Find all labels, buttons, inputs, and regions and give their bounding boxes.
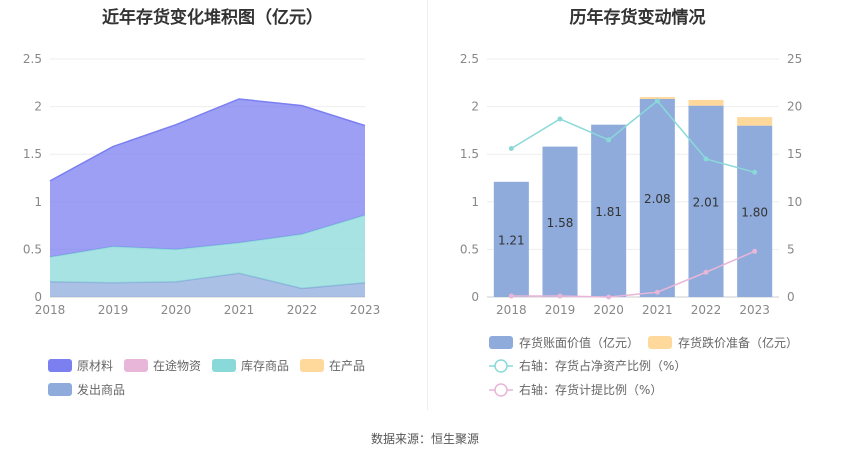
left-y-tick-label: 1	[34, 195, 42, 209]
bar-value-label: 2.01	[693, 195, 720, 209]
left-legend-swatch	[212, 359, 236, 372]
line-point	[654, 98, 660, 104]
line-point	[606, 294, 612, 300]
right-x-tick-label: 2019	[545, 303, 576, 317]
left-y-tick-label: 0.5	[23, 242, 42, 256]
line-point	[703, 269, 709, 275]
bar-value-label: 2.08	[644, 192, 671, 206]
left-legend-label: 原材料	[77, 359, 113, 373]
right-y-tick-label: 1.5	[460, 147, 479, 161]
right-x-tick-label: 2023	[739, 303, 770, 317]
left-legend-swatch	[48, 383, 72, 396]
provision-bar	[737, 117, 773, 126]
right-chart-title: 历年存货变动情况	[569, 8, 706, 28]
line-point	[606, 137, 612, 143]
left-x-tick-label: 2020	[161, 303, 192, 317]
right-x-tick-label: 2018	[496, 303, 527, 317]
provision-bar	[639, 97, 675, 99]
right-legend-label: 存货跌价准备（亿元）	[678, 335, 798, 350]
provision-bar	[688, 99, 724, 106]
right-legend-label: 右轴：存货占净资产比例（%）	[519, 358, 686, 373]
line-point	[752, 248, 758, 254]
left-chart-title: 近年存货变化堆积图（亿元）	[102, 8, 323, 28]
left-y-tick-label: 1.5	[23, 147, 42, 161]
area-edge-原材料	[49, 98, 366, 182]
left-legend-label: 库存商品	[241, 358, 289, 373]
line-point	[703, 156, 709, 162]
left-legend-label: 在产品	[329, 359, 365, 373]
line-point	[508, 145, 514, 151]
inventory-bar	[688, 105, 724, 297]
bar-value-label: 1.80	[741, 205, 768, 219]
right-legend-swatch	[489, 336, 513, 349]
right-y-tick-label: 0.5	[460, 242, 479, 256]
left-legend-swatch	[48, 359, 72, 372]
area-原材料	[50, 98, 365, 258]
right-y-tick-label: 0	[471, 290, 479, 304]
right-y-tick-label: 2	[471, 100, 479, 114]
right-x-tick-label: 2021	[642, 303, 673, 317]
right-x-tick-label: 2020	[593, 303, 624, 317]
left-legend-swatch	[300, 359, 324, 372]
left-x-tick-label: 2023	[350, 303, 381, 317]
area-发出商品	[50, 273, 365, 297]
bar-value-label: 1.58	[547, 216, 574, 230]
right-legend-marker	[494, 359, 508, 373]
inventory-bar	[639, 98, 675, 297]
bar-value-label: 1.21	[498, 233, 525, 247]
left-legend-label: 发出商品	[77, 382, 125, 397]
left-legend-label: 在途物资	[153, 358, 201, 373]
line-point	[654, 289, 660, 295]
right-y2-tick-label: 10	[787, 195, 802, 209]
right-y-tick-label: 1	[471, 195, 479, 209]
left-x-tick-label: 2022	[287, 303, 318, 317]
line-point	[557, 116, 563, 122]
right-legend-swatch	[648, 336, 672, 349]
right-x-tick-label: 2022	[691, 303, 722, 317]
line-右轴：存货计提比例（%）	[511, 250, 755, 298]
line-point	[508, 293, 514, 299]
left-x-tick-label: 2021	[224, 303, 255, 317]
left-legend-swatch	[124, 359, 148, 372]
right-y2-tick-label: 20	[787, 100, 802, 114]
left-y-tick-label: 0	[34, 290, 42, 304]
right-legend-label: 存货账面价值（亿元）	[519, 335, 639, 350]
right-legend-marker	[494, 383, 508, 397]
panel-divider	[427, 0, 428, 410]
right-y2-tick-label: 15	[787, 147, 802, 161]
bar-value-label: 1.81	[595, 205, 622, 219]
left-x-tick-label: 2019	[98, 303, 129, 317]
inventory-bar	[591, 124, 627, 297]
left-y-tick-label: 2	[34, 100, 42, 114]
line-右轴：存货占净资产比例（%）	[510, 99, 755, 174]
area-库存商品	[50, 215, 365, 289]
line-point	[557, 293, 563, 299]
inventory-bar	[493, 181, 529, 297]
right-y2-tick-label: 0	[787, 290, 795, 304]
line-point	[752, 169, 758, 175]
left-x-tick-label: 2018	[35, 303, 66, 317]
right-y2-tick-label: 25	[787, 52, 802, 66]
inventory-bar	[542, 146, 578, 297]
data-source: 数据来源：恒生聚源	[370, 432, 479, 446]
right-y2-tick-label: 5	[787, 242, 795, 256]
inventory-bar	[737, 125, 773, 297]
left-y-tick-label: 2.5	[23, 52, 42, 66]
right-legend-label: 右轴：存货计提比例（%）	[519, 382, 662, 397]
right-y-tick-label: 2.5	[460, 52, 479, 66]
